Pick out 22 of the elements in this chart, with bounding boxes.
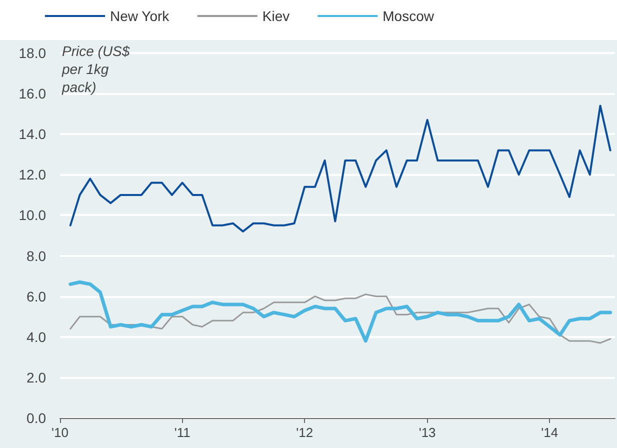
y-tick-label: 6.0 <box>26 288 46 304</box>
x-tick-label: '12 <box>296 425 314 440</box>
x-tick-label: '14 <box>541 425 558 440</box>
y-tick-label: 10.0 <box>18 207 46 224</box>
x-tick-label: '10 <box>52 425 68 440</box>
y-tick-label: 16.0 <box>18 86 46 102</box>
y-tick-label: 18.0 <box>18 45 46 61</box>
y-axis-title: Price (US$ per 1kg pack) <box>61 43 134 95</box>
y-tick-label: 8.0 <box>26 248 46 264</box>
legend-label: Kiev <box>262 8 290 24</box>
legend-label: Moscow <box>382 8 435 24</box>
y-tick-label: 12.0 <box>18 166 46 183</box>
y-tick-label: 2.0 <box>26 369 46 386</box>
line-series <box>68 280 612 343</box>
y-tick-label: 14.0 <box>18 126 46 142</box>
line-series <box>70 294 612 344</box>
x-tick-label: '13 <box>418 425 436 440</box>
y-tick-label: 4.0 <box>26 328 46 345</box>
x-tick-label: '11 <box>174 425 190 440</box>
line-series <box>69 104 612 232</box>
y-tick-label: 0.0 <box>26 410 46 426</box>
legend-label: New York <box>110 8 170 24</box>
